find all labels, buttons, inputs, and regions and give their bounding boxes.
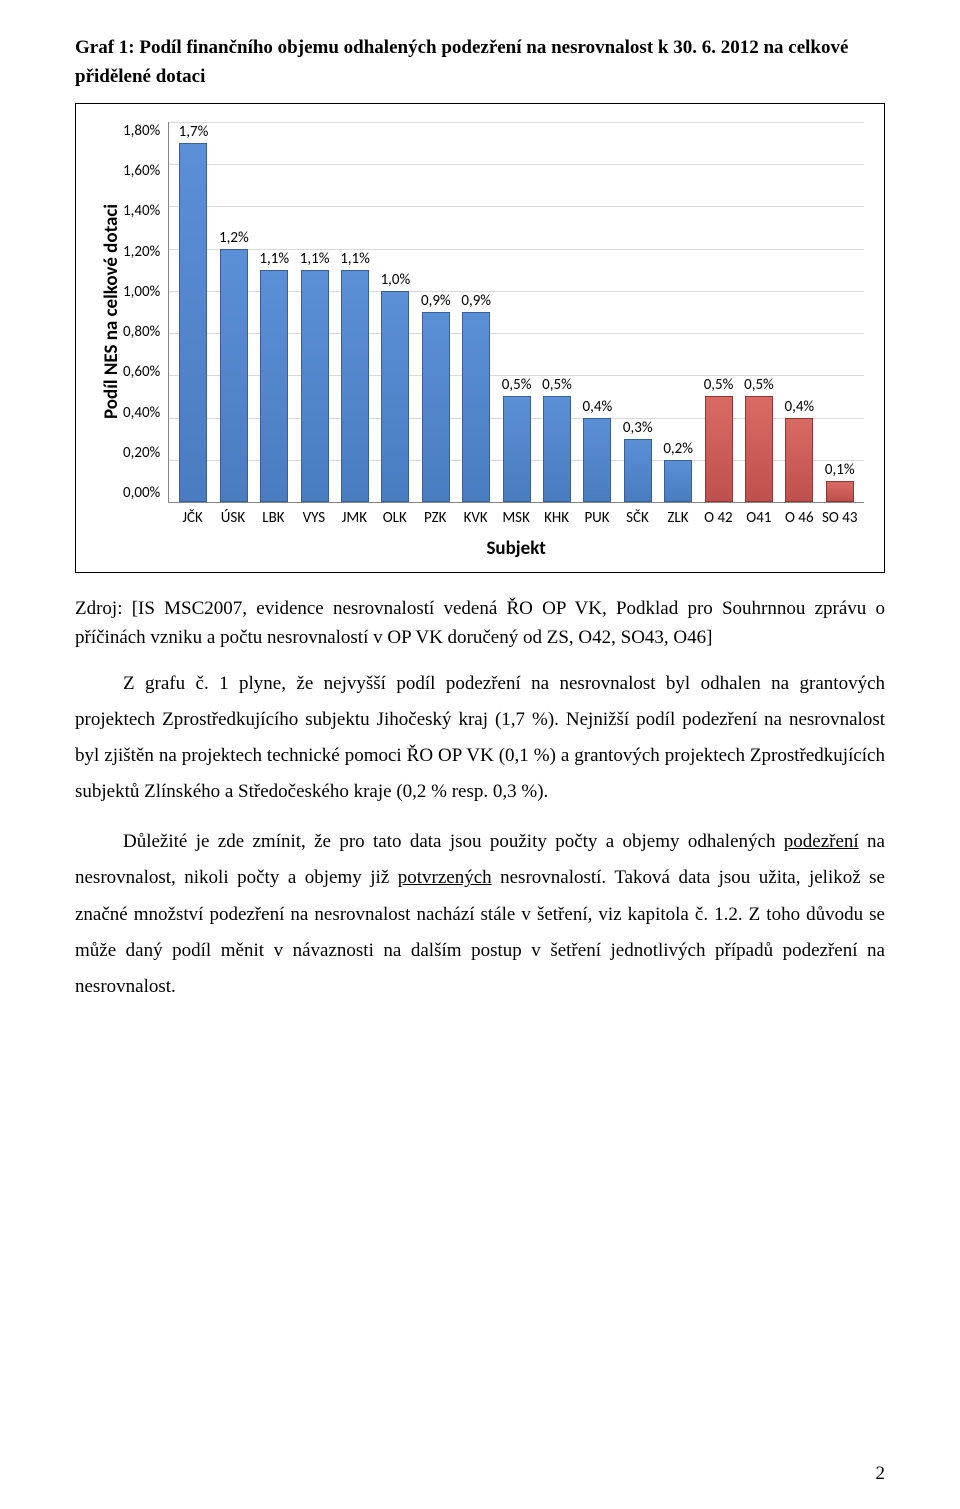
bar-value-label: 1,1% (259, 250, 289, 268)
bar (705, 396, 733, 502)
y-ticks: 1,80% 1,60% 1,40% 1,20% 1,00% 0,80% 0,60% 0,40%… (123, 122, 168, 502)
bar (583, 418, 611, 502)
p2-underline-2: potvrzených (398, 867, 492, 888)
x-tick: SČK (619, 509, 655, 527)
x-tick: OLK (377, 509, 413, 527)
x-tick: KHK (539, 509, 575, 527)
x-tick: JČK (175, 509, 211, 527)
bar-slot: 0,5% (701, 376, 737, 502)
bar-slot: 1,0% (377, 271, 413, 502)
x-tick: KVK (458, 509, 494, 527)
bar (462, 312, 490, 502)
x-tick: LBK (255, 509, 291, 527)
bar-slot: 0,9% (418, 292, 454, 502)
x-tick: PUK (579, 509, 615, 527)
bar (381, 291, 409, 502)
plot-area: 1,7% 1,2% 1,1% 1,1% 1,1% 1,0% 0,9% 0,9% 0,5% 0,5%… (168, 122, 864, 503)
bar (179, 143, 207, 502)
bar-slot: 1,7% (175, 123, 211, 502)
bar (745, 396, 773, 502)
x-tick: MSK (498, 509, 534, 527)
x-ticks: JČKÚSKLBKVYSJMKOLKPZKKVKMSKKHKPUKSČKZLKO… (168, 503, 864, 527)
y-tick: 0,00% (123, 484, 160, 502)
bar-slot: 1,1% (256, 250, 292, 502)
bar-slot: 0,1% (822, 461, 858, 502)
grid-line (169, 122, 864, 123)
bar-value-label: 0,5% (542, 376, 572, 394)
source-text: Zdroj: [IS MSC2007, evidence nesrovnalos… (75, 595, 885, 652)
y-tick: 1,20% (123, 243, 160, 261)
x-tick: O 42 (700, 509, 736, 527)
bar-slot: 1,1% (297, 250, 333, 502)
x-tick: PZK (417, 509, 453, 527)
bar (826, 481, 854, 502)
bar (260, 270, 288, 502)
paragraph-1: Z grafu č. 1 plyne, že nejvyšší podíl po… (75, 666, 885, 810)
x-tick: SO 43 (822, 509, 858, 527)
bar (785, 418, 813, 502)
bar (543, 396, 571, 502)
bar-value-label: 0,5% (502, 376, 532, 394)
bar-slot: 0,4% (579, 398, 615, 502)
figure-title: Graf 1: Podíl finančního objemu odhalený… (75, 34, 885, 91)
y-tick: 0,20% (123, 444, 160, 462)
bar (341, 270, 369, 502)
bar-slot: 0,5% (499, 376, 535, 502)
page-number: 2 (876, 1463, 886, 1485)
bar-value-label: 0,9% (461, 292, 491, 310)
y-tick: 1,40% (123, 202, 160, 220)
bar-slot: 0,2% (660, 440, 696, 502)
bar-slot: 0,4% (781, 398, 817, 502)
x-tick: JMK (336, 509, 372, 527)
bar-value-label: 0,3% (623, 419, 653, 437)
bar-value-label: 1,2% (219, 229, 249, 247)
x-tick: VYS (296, 509, 332, 527)
bar (422, 312, 450, 502)
bar-value-label: 0,5% (744, 376, 774, 394)
x-tick: ZLK (660, 509, 696, 527)
bar-slot: 1,2% (216, 229, 252, 502)
bar-value-label: 1,1% (300, 250, 330, 268)
bar-slot: 1,1% (337, 250, 373, 502)
bar-value-label: 1,0% (381, 271, 411, 289)
x-tick: O 46 (781, 509, 817, 527)
x-axis-label: Subjekt (168, 537, 864, 560)
bar-value-label: 0,4% (784, 398, 814, 416)
page: Graf 1: Podíl finančního objemu odhalený… (0, 0, 960, 1509)
paragraph-2: Důležité je zde zmínit, že pro tato data… (75, 824, 885, 1004)
y-axis-label: Podíl NES na celkové dotaci (96, 204, 123, 419)
bar-value-label: 0,9% (421, 292, 451, 310)
y-tick: 1,60% (123, 162, 160, 180)
bar-slot: 0,9% (458, 292, 494, 502)
grid-line (169, 206, 864, 207)
x-tick: ÚSK (215, 509, 251, 527)
bar (664, 460, 692, 502)
bar-value-label: 0,1% (825, 461, 855, 479)
y-tick: 0,80% (123, 323, 160, 341)
y-tick: 0,40% (123, 404, 160, 422)
chart-container: Podíl NES na celkové dotaci 1,80%1,60%1,… (75, 103, 885, 573)
chart-inner: Podíl NES na celkové dotaci 1,80%1,60%1,… (96, 122, 864, 560)
grid-line (169, 164, 864, 165)
p2-a: Důležité je zde zmínit, že pro tato data… (123, 831, 784, 852)
plot-wrap: 1,7% 1,2% 1,1% 1,1% 1,1% 1,0% 0,9% 0,9% 0,5% 0,5%… (168, 122, 864, 560)
x-tick: O41 (741, 509, 777, 527)
bar (301, 270, 329, 502)
bar-slot: 0,5% (741, 376, 777, 502)
y-tick: 0,60% (123, 363, 160, 381)
bar-value-label: 1,7% (179, 123, 209, 141)
bar-slot: 0,3% (620, 419, 656, 502)
bar (220, 249, 248, 502)
y-tick: 1,00% (123, 283, 160, 301)
bar-slot: 0,5% (539, 376, 575, 502)
bar-value-label: 0,4% (583, 398, 613, 416)
bar (503, 396, 531, 502)
bar-value-label: 0,5% (704, 376, 734, 394)
bar-value-label: 1,1% (340, 250, 370, 268)
y-tick: 1,80% (123, 122, 160, 140)
p2-underline-1: podezření (784, 831, 859, 852)
bar (624, 439, 652, 502)
bar-value-label: 0,2% (663, 440, 693, 458)
